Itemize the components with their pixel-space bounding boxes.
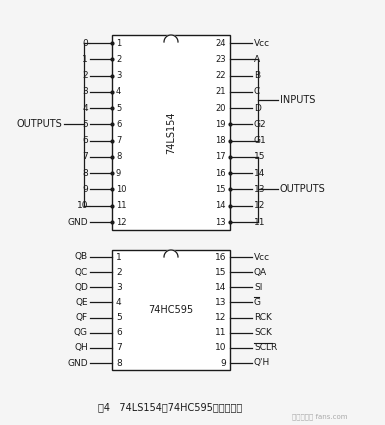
Text: 23: 23 [215, 55, 226, 64]
Text: 5: 5 [116, 104, 121, 113]
Text: 0: 0 [82, 39, 88, 48]
Text: 7: 7 [116, 343, 122, 352]
Text: 17: 17 [215, 153, 226, 162]
Text: SCK: SCK [254, 328, 272, 337]
Text: C: C [254, 87, 260, 96]
Text: 5: 5 [82, 120, 88, 129]
Text: 10: 10 [77, 201, 88, 210]
Text: 21: 21 [216, 87, 226, 96]
Text: 11: 11 [254, 218, 266, 227]
Text: GND: GND [67, 218, 88, 227]
Text: QG: QG [74, 328, 88, 337]
Text: 8: 8 [116, 359, 122, 368]
Text: 13: 13 [254, 185, 266, 194]
Text: 16: 16 [214, 252, 226, 261]
Text: OUTPUTS: OUTPUTS [16, 119, 62, 129]
Text: RCK: RCK [254, 313, 272, 322]
Text: SI: SI [254, 283, 262, 292]
Text: Vcc: Vcc [254, 39, 270, 48]
Text: 1: 1 [82, 55, 88, 64]
Text: 18: 18 [215, 136, 226, 145]
Text: 8: 8 [116, 153, 121, 162]
Text: 4: 4 [116, 87, 121, 96]
Text: GND: GND [67, 359, 88, 368]
Text: 74LS154: 74LS154 [166, 111, 176, 154]
Polygon shape [164, 35, 178, 42]
Text: 11: 11 [214, 328, 226, 337]
Text: Q'H: Q'H [254, 359, 270, 368]
Text: SCLR: SCLR [254, 343, 277, 352]
Text: 1: 1 [116, 39, 121, 48]
Text: 12: 12 [254, 201, 265, 210]
Text: 4: 4 [82, 104, 88, 113]
Text: QB: QB [75, 252, 88, 261]
Text: OUTPUTS: OUTPUTS [280, 184, 326, 195]
Text: QA: QA [254, 268, 267, 277]
Text: QE: QE [75, 298, 88, 307]
Text: 10: 10 [214, 343, 226, 352]
Text: G2: G2 [254, 120, 267, 129]
Text: 9: 9 [82, 185, 88, 194]
Text: 6: 6 [82, 136, 88, 145]
Text: 3: 3 [116, 283, 122, 292]
Text: 6: 6 [116, 120, 121, 129]
Text: 9: 9 [116, 169, 121, 178]
Text: 图4   74LS154和74HC595引脚示意图: 图4 74LS154和74HC595引脚示意图 [98, 402, 242, 412]
Text: 12: 12 [214, 313, 226, 322]
Text: 20: 20 [216, 104, 226, 113]
Text: QD: QD [74, 283, 88, 292]
Text: 1: 1 [116, 252, 122, 261]
Text: G: G [254, 298, 261, 307]
Text: 7: 7 [82, 153, 88, 162]
Text: 5: 5 [116, 313, 122, 322]
Text: 19: 19 [216, 120, 226, 129]
Text: Vcc: Vcc [254, 252, 270, 261]
Text: 15: 15 [254, 153, 266, 162]
Text: 13: 13 [214, 298, 226, 307]
Text: 6: 6 [116, 328, 122, 337]
Text: 22: 22 [216, 71, 226, 80]
Text: 14: 14 [214, 283, 226, 292]
Text: QC: QC [75, 268, 88, 277]
Text: 9: 9 [220, 359, 226, 368]
Text: D: D [254, 104, 261, 113]
Text: 8: 8 [82, 169, 88, 178]
Text: 13: 13 [215, 218, 226, 227]
Text: 电子发烧友 fans.com: 电子发烧友 fans.com [292, 414, 348, 420]
Polygon shape [112, 35, 230, 230]
Text: 24: 24 [216, 39, 226, 48]
Text: G1: G1 [254, 136, 267, 145]
Text: 14: 14 [216, 201, 226, 210]
Text: 15: 15 [216, 185, 226, 194]
Text: 10: 10 [116, 185, 127, 194]
Text: 15: 15 [214, 268, 226, 277]
Text: 14: 14 [254, 169, 265, 178]
Text: 74HC595: 74HC595 [149, 305, 194, 315]
Text: INPUTS: INPUTS [280, 95, 315, 105]
Text: 16: 16 [215, 169, 226, 178]
Text: QH: QH [74, 343, 88, 352]
Polygon shape [164, 250, 178, 257]
Text: QF: QF [76, 313, 88, 322]
Text: 11: 11 [116, 201, 127, 210]
Text: A: A [254, 55, 260, 64]
Text: 12: 12 [116, 218, 127, 227]
Text: 2: 2 [82, 71, 88, 80]
Text: B: B [254, 71, 260, 80]
Text: 7: 7 [116, 136, 121, 145]
Polygon shape [112, 250, 230, 370]
Text: 4: 4 [116, 298, 122, 307]
Text: 3: 3 [116, 71, 121, 80]
Text: 2: 2 [116, 55, 121, 64]
Text: 2: 2 [116, 268, 122, 277]
Text: 3: 3 [82, 87, 88, 96]
